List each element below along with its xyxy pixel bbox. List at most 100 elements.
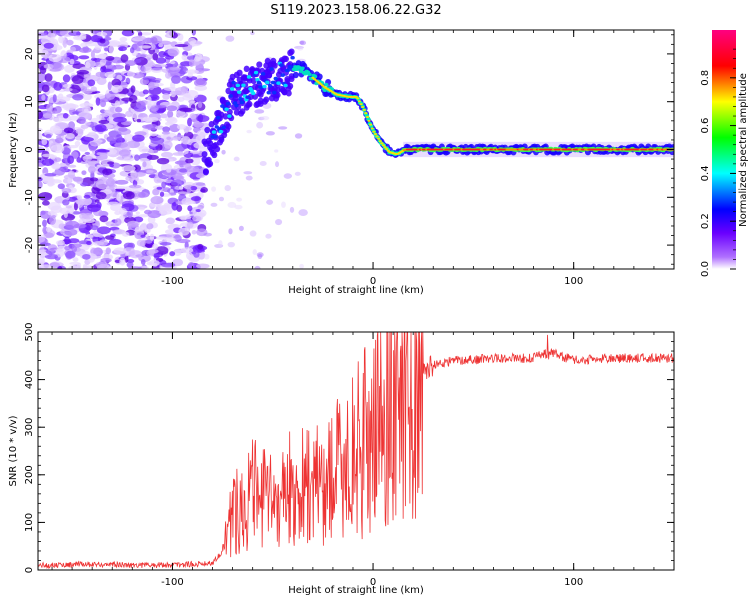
ridge-outer [285,90,292,97]
noise-blob [114,93,127,98]
noise-blob [89,177,99,182]
noise-blob [90,86,97,92]
noise-blob [166,136,171,140]
noise-blob [146,100,158,107]
spectrogram-marks [38,30,674,269]
ridge-core [364,112,368,115]
colorbar-ticks: 0.0 0.2 0.4 0.6 0.8 [700,48,736,277]
noise-blob [233,156,240,162]
noise-blob [98,119,110,125]
noise-blob [43,112,53,119]
y-tick-label: 500 [24,322,35,341]
noise-blob [119,257,126,266]
noise-blob [38,145,44,151]
snr-marks [38,332,674,570]
noise-blob [76,262,82,269]
snr-panel: -100 0 100 0 100 200 300 400 500 Height of strai… [8,322,675,596]
noise-blob [159,242,172,246]
noise-blob [130,85,136,93]
noise-blob [265,233,272,239]
noise-blob [211,186,217,192]
ridge-mid [211,130,217,134]
ridge-core [370,127,374,130]
ridge-mid [279,63,284,67]
y-tick-label: 200 [24,465,35,484]
noise-blob [274,149,279,153]
ridge-outer [256,61,263,68]
noise-blob [134,226,144,232]
colorbar-tick-label: 0.8 [700,70,711,86]
noise-blob [140,234,146,238]
noise-blob [102,168,113,176]
noise-blob [96,31,108,37]
colorbar: 0.0 0.2 0.4 0.6 0.8 Normalized spectral ampl… [700,30,749,277]
noise-blob [182,144,188,150]
noise-blob [100,66,106,73]
noise-blob [98,234,103,238]
noise-blob [163,140,173,149]
noise-blob [97,226,111,235]
noise-blob [116,41,129,49]
ridge-outer [204,126,211,134]
noise-blob [166,116,178,125]
ridge-core [359,103,363,106]
noise-blob [47,210,55,216]
noise-blob [185,69,199,74]
ridge-core [383,146,387,149]
noise-blob [187,117,192,127]
noise-blob [69,58,75,65]
noise-blob [73,35,87,41]
ridge-outer [287,82,294,90]
noise-blob [128,184,142,189]
noise-blob [78,47,92,53]
noise-blob [95,97,101,106]
noise-blob [283,173,293,179]
noise-blob [150,196,164,205]
noise-blob [135,191,149,199]
noise-blob [136,118,142,123]
noise-blob [90,57,98,61]
snr-xlabel: Height of straight line (km) [288,585,424,596]
noise-blob [139,157,149,163]
noise-blob [164,72,171,79]
noise-blob [169,61,176,65]
noise-blob [82,155,94,160]
noise-blob [170,136,184,141]
noise-blob [275,161,280,168]
noise-blob [111,88,119,94]
ridge-core [367,119,371,122]
noise-blob [59,207,71,215]
ridge-core [380,142,384,145]
noise-blob [181,54,188,61]
ridge-core [377,137,381,140]
noise-blob [44,172,57,177]
noise-blob [84,218,95,224]
noise-blob [43,42,54,49]
noise-blob [55,135,62,139]
ridge-mid [270,80,276,85]
noise-blob [161,181,166,189]
ridge-mid [322,88,328,93]
noise-blob [154,125,165,130]
noise-blob [298,209,308,217]
noise-blob [115,134,123,142]
noise-blob [114,179,129,185]
noise-blob [75,128,84,135]
snr-background [38,332,674,570]
noise-blob [167,110,174,119]
noise-blob [218,196,225,202]
noise-blob [82,265,94,269]
noise-blob [68,31,81,36]
noise-blob [88,131,97,136]
ridge-core [369,123,373,126]
noise-blob [142,37,155,44]
noise-blob [190,157,201,166]
noise-blob [100,100,107,108]
noise-blob [68,238,80,244]
noise-blob [90,50,95,59]
noise-blob [250,31,255,36]
noise-blob [124,60,137,66]
noise-blob [47,244,58,252]
ridge-outer [202,168,209,175]
